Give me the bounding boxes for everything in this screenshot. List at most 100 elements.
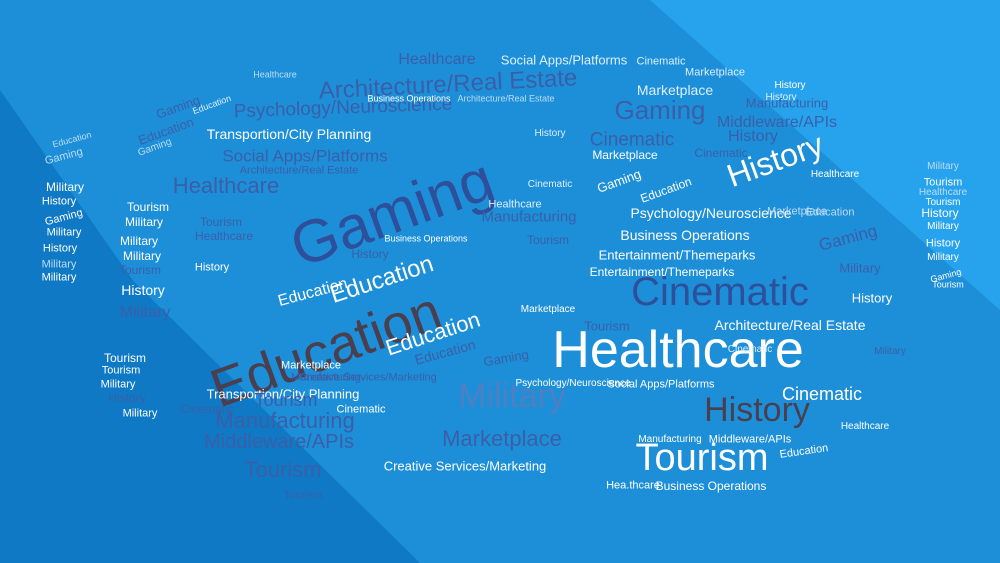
- cloud-word: Cinematic: [781, 384, 863, 404]
- cloud-word: Education: [778, 442, 829, 461]
- cloud-word: History: [534, 128, 566, 139]
- cloud-word: Tourism: [584, 318, 630, 334]
- cloud-word: Middleware/APIs: [708, 433, 792, 446]
- cloud-word: Architecture/Real Estate: [457, 93, 555, 104]
- cloud-word: History: [704, 391, 810, 429]
- cloud-word: Education: [805, 206, 855, 219]
- cloud-word: Marketplace: [685, 66, 745, 79]
- cloud-word: Social Apps/Platforms: [500, 52, 628, 68]
- cloud-word: Tourism: [925, 197, 961, 208]
- cloud-word: Tourism: [254, 390, 318, 410]
- cloud-word: History: [765, 92, 797, 103]
- cloud-word: Psychology/Neuroscience: [515, 378, 631, 389]
- cloud-word: Tourism: [244, 457, 322, 482]
- cloud-word: Healthcare: [253, 69, 297, 80]
- cloud-word: Healthcare: [552, 321, 804, 379]
- cloud-word: Cinematic: [527, 179, 573, 190]
- cloud-word: Military: [119, 304, 171, 321]
- cloud-word: Gaming: [614, 95, 706, 125]
- cloud-word: Military: [927, 221, 959, 232]
- cloud-word: Middleware/APIs: [203, 431, 355, 453]
- cloud-word: Education: [51, 129, 93, 150]
- cloud-word: Military: [874, 346, 906, 357]
- cloud-word: Gaming: [43, 145, 85, 168]
- cloud-word: History: [851, 290, 893, 306]
- cloud-word: Tourism: [283, 489, 323, 502]
- cloud-word: Psychology/Neuroscience: [630, 205, 792, 221]
- cloud-word: History: [925, 237, 961, 250]
- cloud-word: Marketplace: [442, 426, 562, 451]
- cloud-word: History: [921, 206, 959, 220]
- cloud-word: Social Apps/Platforms: [222, 146, 388, 166]
- cloud-word: Healthcare: [810, 169, 860, 180]
- cloud-word: Tourism: [118, 263, 162, 277]
- cloud-word: History: [42, 242, 78, 255]
- cloud-word: History: [41, 195, 77, 208]
- cloud-word: History: [194, 261, 230, 274]
- cloud-word: Military: [839, 260, 881, 276]
- cloud-word: Marketplace: [281, 359, 341, 372]
- cloud-word: Creative Services/Marketing: [383, 458, 547, 474]
- cloud-word: Tourism: [101, 364, 141, 377]
- cloud-word: Marketplace: [636, 82, 714, 98]
- cloud-word: Business Operations: [384, 233, 468, 244]
- cloud-word: Entertainment/Themeparks: [589, 265, 735, 279]
- cloud-word: Transportion/City Planning: [206, 386, 360, 402]
- cloud-word: Healthcare: [194, 229, 254, 243]
- cloud-word: Marketplace: [767, 205, 827, 218]
- cloud-word: Manufacturing: [291, 371, 361, 384]
- cloud-word: Entertainment/Themeparks: [598, 247, 756, 263]
- cloud-word: History: [121, 282, 165, 298]
- cloud-word: Healthcare: [840, 421, 890, 432]
- cloud-word: Hea.thcare: [606, 479, 660, 492]
- cloud-word: Manufacturing: [215, 408, 355, 433]
- cloud-word: Manufacturing: [638, 434, 702, 445]
- cloud-word: Middleware/APIs: [716, 114, 838, 131]
- cloud-word: Military: [125, 215, 163, 229]
- cloud-word: Military: [41, 258, 77, 271]
- cloud-word: Marketplace: [520, 304, 576, 315]
- cloud-word: Healthcare: [172, 173, 280, 198]
- cloud-word: Manufacturing: [481, 208, 577, 226]
- cloud-word: Cinematic: [631, 270, 809, 314]
- cloud-word: History: [108, 391, 146, 405]
- cloud-word: Gaming: [154, 92, 202, 122]
- cloud-word: Business Operations: [620, 227, 750, 243]
- cloud-word: History: [351, 247, 389, 261]
- cloud-word: Architecture/Real Estate: [239, 164, 359, 177]
- cloud-word: Tourism: [923, 176, 963, 189]
- cloud-word: Tourism: [635, 437, 769, 479]
- background-shadow-wedge: [0, 150, 420, 563]
- background-light-band: [650, 0, 1000, 310]
- cloud-word: Military: [927, 252, 959, 263]
- cloud-word: Business Operations: [367, 93, 451, 104]
- cloud-word: Military: [46, 226, 82, 239]
- cloud-word: Cinematic: [589, 129, 675, 151]
- cloud-word: Tourism: [126, 200, 170, 214]
- cloud-word: Gaming: [482, 346, 530, 370]
- cloud-word: Business Operations: [655, 479, 767, 493]
- cloud-word: Healthcare: [918, 187, 968, 198]
- cloud-word: Military: [123, 249, 161, 263]
- cloud-word: Tourism: [526, 233, 570, 247]
- cloud-word: Gaming: [816, 221, 880, 255]
- cloud-word: Healthcare: [488, 198, 542, 211]
- cloud-word: Education: [638, 174, 694, 206]
- cloud-word: Military: [927, 161, 959, 172]
- cloud-word: Military: [120, 234, 158, 248]
- cloud-word: Tourism: [199, 215, 243, 229]
- cloud-word: Creative Services/Marketing: [299, 371, 437, 384]
- cloud-word: Cinematic: [636, 55, 686, 68]
- cloud-word: Marketplace: [592, 148, 658, 162]
- cloud-word: History: [774, 80, 806, 91]
- cloud-word: Cinematic: [336, 403, 386, 416]
- cloud-word: Military: [41, 271, 77, 284]
- cloud-word: Tourism: [103, 351, 147, 365]
- cloud-word: Cinematic: [180, 402, 234, 416]
- cloud-word: Military: [100, 378, 136, 391]
- cloud-word: History: [728, 128, 778, 145]
- cloud-word: Cinematic: [694, 146, 748, 160]
